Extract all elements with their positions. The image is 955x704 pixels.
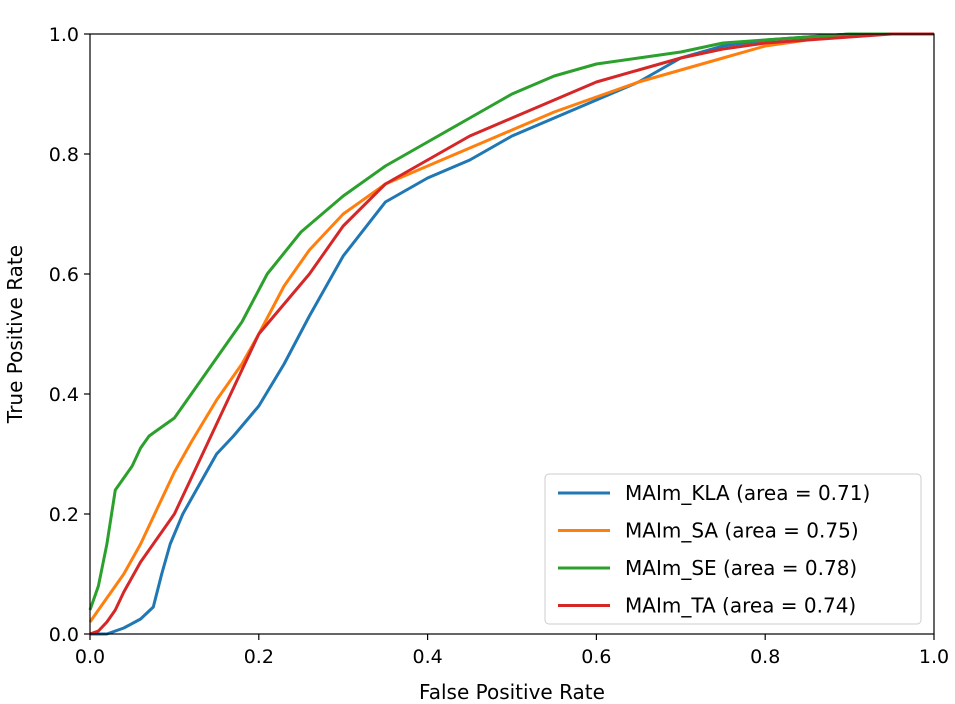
- x-tick-label: 1.0: [919, 646, 949, 668]
- y-axis-label: True Positive Rate: [3, 245, 27, 424]
- legend-label-1: MAIm_SA (area = 0.75): [625, 519, 859, 543]
- series-line-0: [90, 32, 934, 636]
- y-tick-label: 0.6: [49, 264, 79, 286]
- legend-label-2: MAIm_SE (area = 0.78): [625, 556, 857, 580]
- legend-label-0: MAIm_KLA (area = 0.71): [625, 481, 870, 505]
- y-tick-label: 0.2: [49, 504, 79, 526]
- y-tick-label: 1.0: [49, 24, 79, 46]
- legend-box: [544, 473, 922, 625]
- legend-label-3: MAIm_TA (area = 0.74): [625, 594, 856, 618]
- x-tick-label: 0.6: [581, 646, 611, 668]
- x-axis-ticks: 0.0 0.2 0.4 0.6 0.8 1.0: [75, 634, 949, 668]
- y-axis-ticks: 0.0 0.2 0.4 0.6 0.8 1.0: [49, 24, 90, 646]
- series-line-2: [88, 32, 934, 611]
- x-axis-label: False Positive Rate: [419, 680, 605, 704]
- x-tick-label: 0.2: [244, 646, 274, 668]
- series-line-1: [88, 32, 934, 623]
- y-tick-label: 0.0: [49, 624, 79, 646]
- plot-frame: [89, 33, 935, 635]
- x-tick-label: 0.4: [412, 646, 442, 668]
- legend: MAIm_KLA (area = 0.71) MAIm_SA (area = 0.…: [544, 473, 922, 625]
- x-tick-label: 0.0: [75, 646, 105, 668]
- y-tick-label: 0.8: [49, 144, 79, 166]
- x-tick-label: 0.8: [750, 646, 780, 668]
- plot-lines: [88, 32, 934, 636]
- series-line-3: [89, 32, 934, 636]
- y-tick-label: 0.4: [49, 384, 79, 406]
